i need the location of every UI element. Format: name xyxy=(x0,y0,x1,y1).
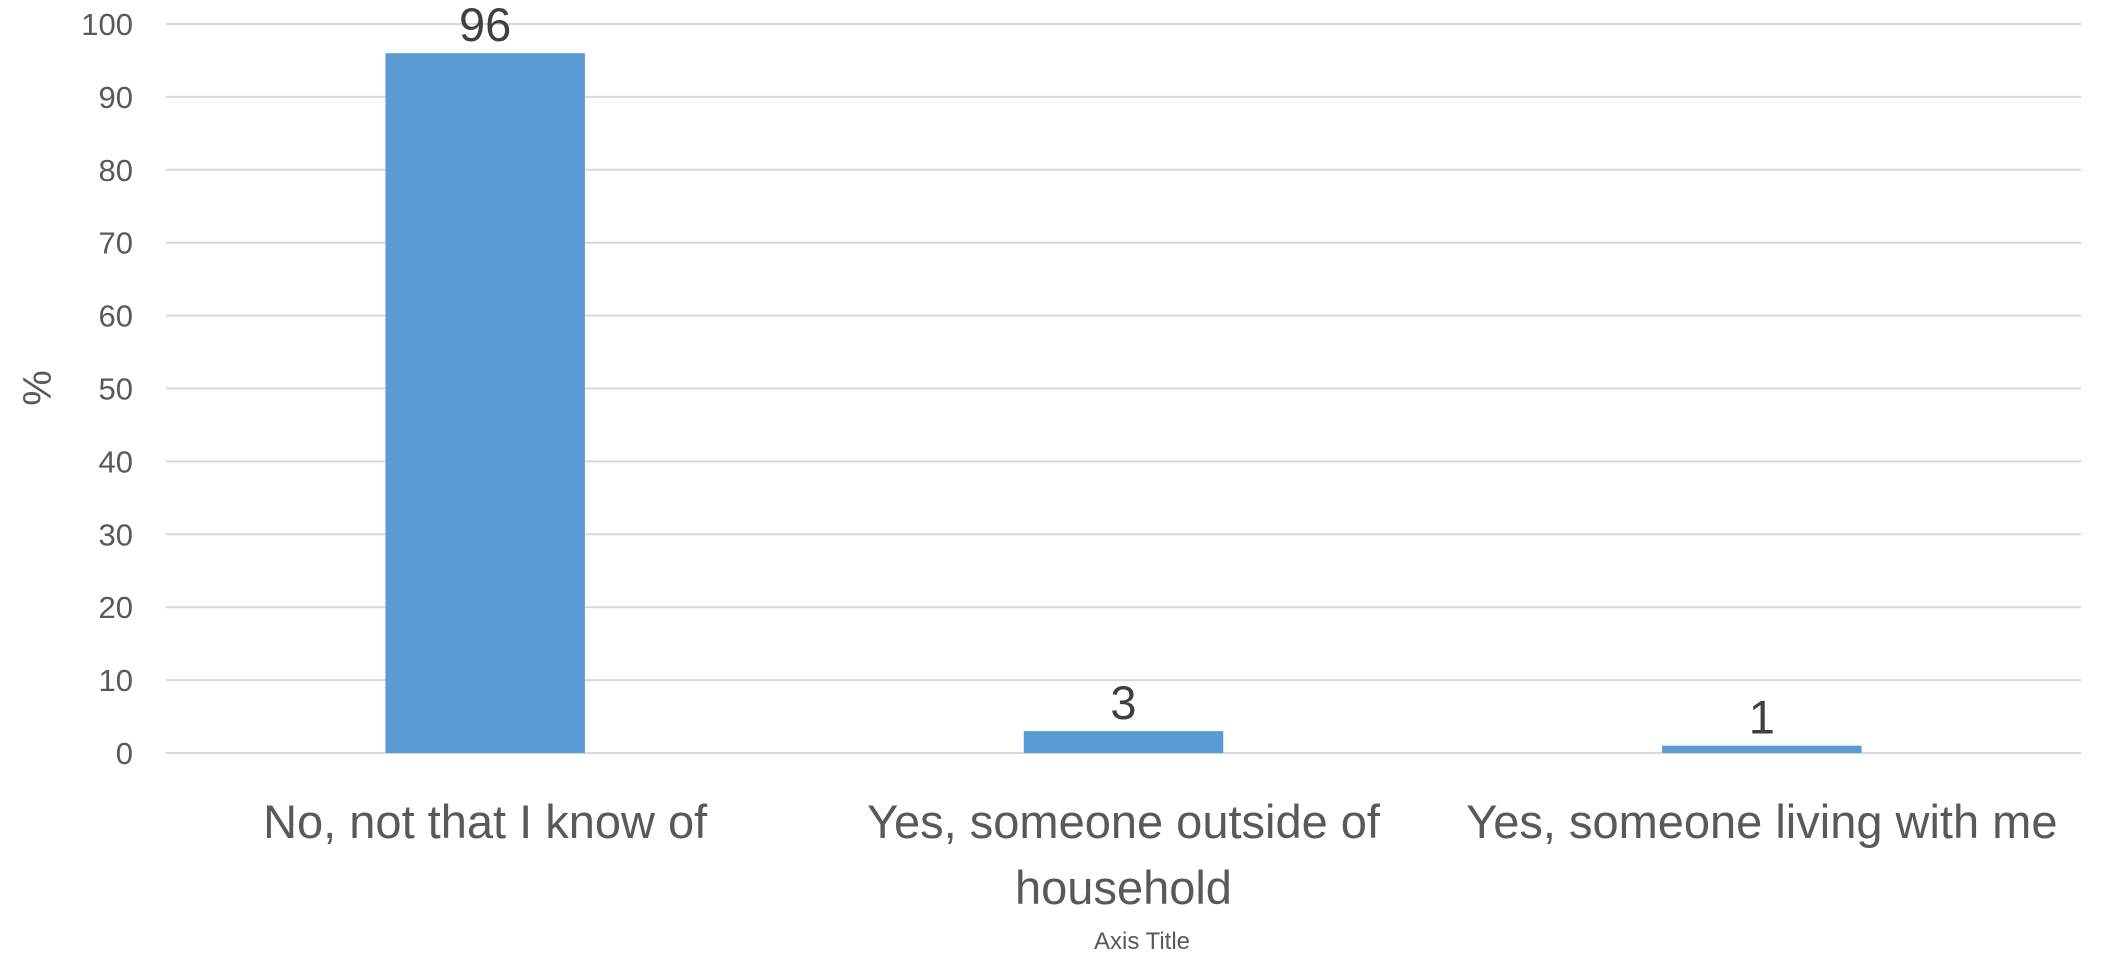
data-label: 1 xyxy=(1749,691,1775,744)
x-axis-categories: No, not that I know of Yes, someone outsi… xyxy=(263,795,2057,914)
y-tick-label: 70 xyxy=(99,226,133,261)
y-tick-label: 100 xyxy=(81,7,133,42)
y-axis-ticks: 0 10 20 30 40 50 60 70 80 90 100 xyxy=(81,7,133,771)
y-tick-label: 30 xyxy=(99,517,133,552)
y-tick-label: 80 xyxy=(99,153,133,188)
y-tick-label: 20 xyxy=(99,590,133,625)
bar xyxy=(1662,745,1862,753)
y-tick-label: 50 xyxy=(99,372,133,407)
bars xyxy=(385,53,1862,754)
x-tick-label: Yes, someone outside of household xyxy=(867,795,1381,914)
bar xyxy=(385,53,585,754)
y-tick-label: 10 xyxy=(99,663,133,698)
bar xyxy=(1023,731,1224,753)
x-axis-title: Axis Title xyxy=(1094,928,1190,955)
y-axis-title: % xyxy=(16,370,60,406)
y-tick-label: 60 xyxy=(99,299,133,334)
x-tick-label: No, not that I know of xyxy=(263,795,708,848)
y-tick-label: 90 xyxy=(99,80,133,115)
data-labels: 96 3 1 xyxy=(459,0,1775,744)
data-label: 96 xyxy=(459,0,511,51)
data-label: 3 xyxy=(1110,676,1136,729)
x-tick-label: Yes, someone living with me xyxy=(1466,795,2057,848)
y-tick-label: 0 xyxy=(116,736,133,771)
y-tick-label: 40 xyxy=(99,444,133,479)
